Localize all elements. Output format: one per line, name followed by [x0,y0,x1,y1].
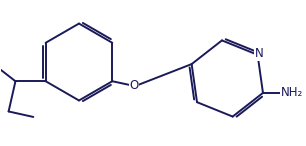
Text: NH₂: NH₂ [281,86,303,99]
Text: N: N [255,47,263,60]
Text: O: O [130,79,139,92]
